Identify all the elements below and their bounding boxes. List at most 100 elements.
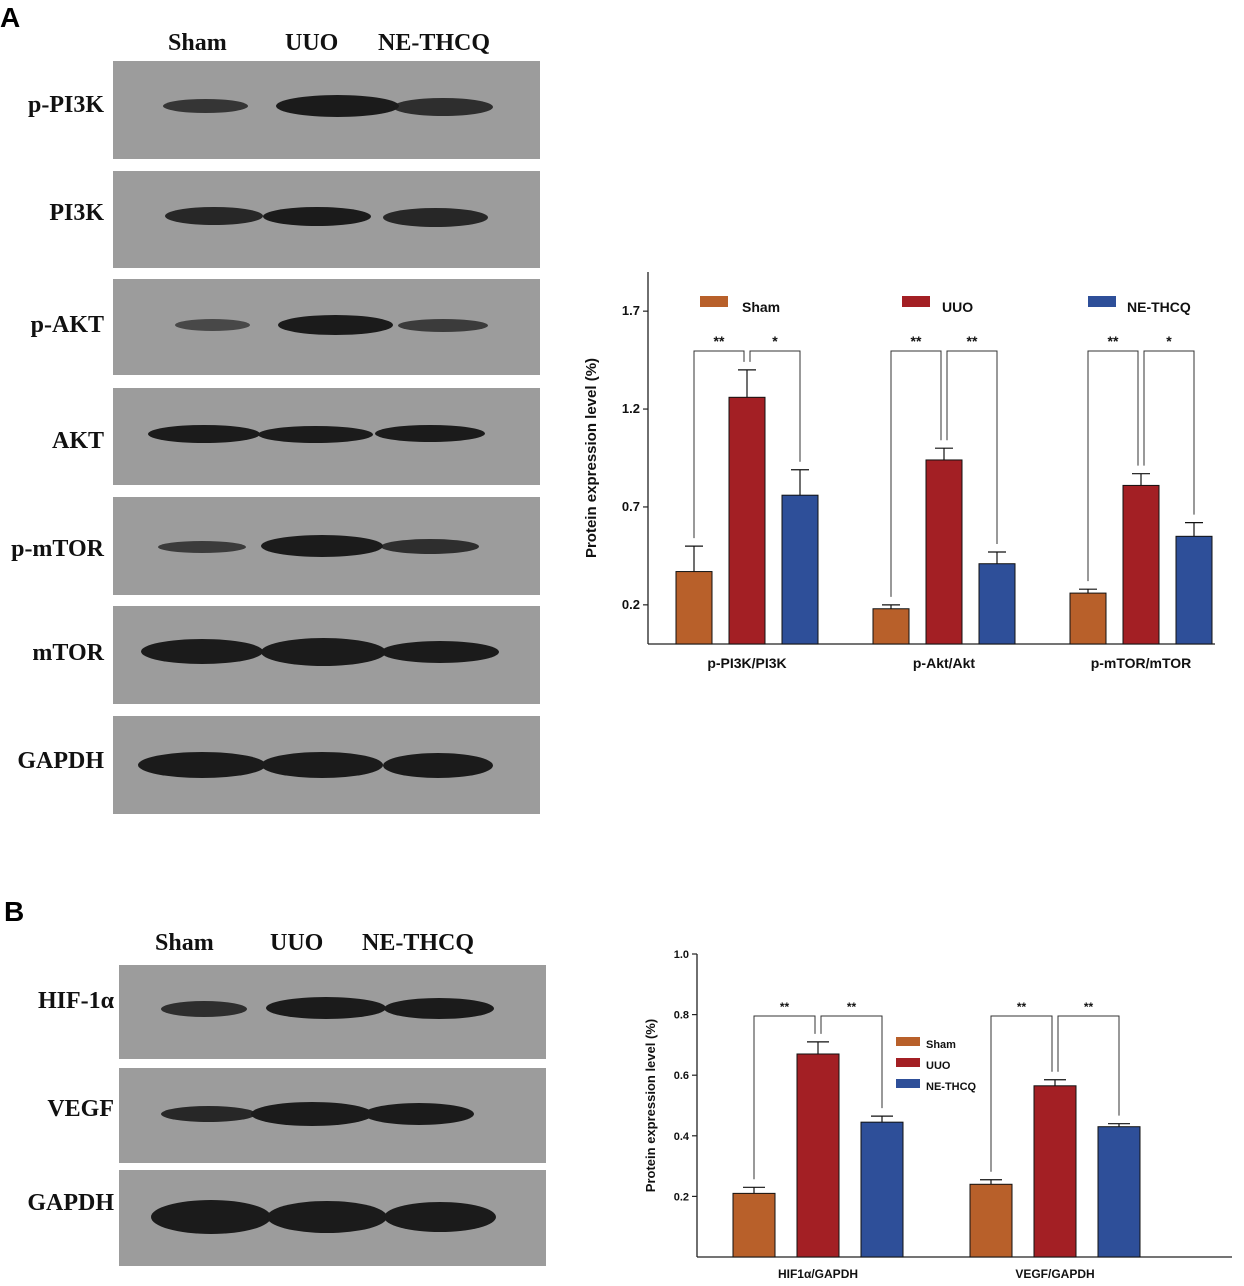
band xyxy=(161,1001,247,1017)
bar-a xyxy=(781,494,819,645)
bar-a xyxy=(728,396,766,645)
legend-label-b: NE-THCQ xyxy=(926,1081,977,1093)
band xyxy=(384,1202,496,1232)
blot-strip-gapdh-b xyxy=(119,1170,546,1266)
band xyxy=(251,1102,373,1126)
y-tick-label-b: 1.0 xyxy=(674,949,689,961)
band xyxy=(148,425,260,443)
band xyxy=(383,208,488,227)
band xyxy=(263,207,371,226)
band xyxy=(261,535,383,557)
x-category-label-a: p-PI3K/PI3K xyxy=(707,655,786,671)
band xyxy=(141,639,263,664)
lane-label-ne-thcq-b: NE-THCQ xyxy=(362,930,475,956)
blot-strip-akt xyxy=(113,388,540,485)
bar-b xyxy=(860,1121,904,1258)
blot-strip-mtor xyxy=(113,606,540,704)
band xyxy=(278,315,393,335)
legend-label-a: NE-THCQ xyxy=(1127,299,1191,315)
x-category-label-a: p-Akt/Akt xyxy=(913,655,976,671)
y-axis-label-b: Protein expression level (%) xyxy=(643,1019,658,1192)
legend-label-b: Sham xyxy=(926,1039,956,1051)
legend-swatch-a xyxy=(902,296,930,307)
legend-swatch-b xyxy=(896,1058,920,1067)
band xyxy=(151,1200,271,1234)
band xyxy=(276,95,399,117)
significance-label-a: * xyxy=(1166,333,1172,349)
blot-label-p-pi3k: p-PI3K xyxy=(27,92,104,118)
bar-a xyxy=(1122,484,1160,645)
bar-b xyxy=(1033,1085,1077,1258)
blot-label-akt: AKT xyxy=(51,428,104,454)
significance-bracket-a xyxy=(890,350,942,597)
significance-label-b: ** xyxy=(1017,1000,1027,1014)
significance-label-a: ** xyxy=(1108,333,1119,349)
panel-letter-a: A xyxy=(0,2,21,33)
significance-label-a: ** xyxy=(911,333,922,349)
significance-bracket-a xyxy=(693,350,745,539)
blot-label-p-mtor: p-mTOR xyxy=(11,536,104,562)
band xyxy=(163,99,248,113)
x-category-label-b: HIF1α/GAPDH xyxy=(778,1267,858,1281)
legend-label-a: UUO xyxy=(942,299,973,315)
significance-bracket-b xyxy=(820,1015,883,1109)
lane-label-uuo-b: UUO xyxy=(270,930,324,956)
band xyxy=(384,998,494,1019)
lane-label-sham: Sham xyxy=(168,30,227,56)
blot-strip-hif1a xyxy=(119,965,546,1059)
bar-a xyxy=(1175,535,1213,645)
legend-swatch-a xyxy=(1088,296,1116,307)
band xyxy=(375,425,485,442)
significance-label-b: ** xyxy=(847,1000,857,1014)
blot-strip-vegf xyxy=(119,1068,546,1163)
band xyxy=(266,997,386,1019)
lane-label-sham-b: Sham xyxy=(155,930,214,956)
lane-label-ne-thcq: NE-THCQ xyxy=(378,30,491,56)
y-tick-label-b: 0.6 xyxy=(674,1070,689,1082)
band xyxy=(165,207,263,225)
bar-b xyxy=(796,1053,840,1258)
significance-label-b: ** xyxy=(1084,1000,1094,1014)
blot-label-vegf: VEGF xyxy=(47,1096,114,1122)
blot-strip-p-mtor xyxy=(113,497,540,595)
blot-label-mtor: mTOR xyxy=(32,640,104,666)
y-tick-label-a: 0.2 xyxy=(622,597,640,612)
blot-strip-gapdh-a xyxy=(113,716,540,814)
significance-bracket-b xyxy=(1057,1015,1120,1116)
band xyxy=(261,638,386,666)
bar-a xyxy=(925,459,963,645)
blot-strip-p-akt xyxy=(113,279,540,375)
band xyxy=(161,1106,256,1122)
band xyxy=(138,752,266,778)
significance-label-a: ** xyxy=(967,333,978,349)
panel-letter-b: B xyxy=(4,896,25,927)
bar-b xyxy=(969,1183,1013,1258)
band xyxy=(381,641,499,663)
bar-a xyxy=(872,608,910,645)
lane-label-uuo: UUO xyxy=(285,30,339,56)
significance-bracket-a xyxy=(946,350,998,544)
band xyxy=(258,426,373,443)
bar-a xyxy=(1069,592,1107,645)
significance-bracket-b xyxy=(990,1015,1053,1172)
blot-strip-pi3k xyxy=(113,171,540,268)
legend-swatch-a xyxy=(700,296,728,307)
significance-bracket-a xyxy=(1087,350,1139,582)
band xyxy=(383,753,493,778)
band xyxy=(364,1103,474,1125)
blot-strip-p-pi3k xyxy=(113,61,540,159)
blot-label-gapdh-a: GAPDH xyxy=(17,748,104,774)
band xyxy=(261,752,383,778)
significance-label-a: * xyxy=(772,333,778,349)
y-tick-label-a: 0.7 xyxy=(622,499,640,514)
band xyxy=(381,539,479,554)
blot-label-hif1a: HIF-1α xyxy=(37,988,114,1014)
y-tick-label-b: 0.8 xyxy=(674,1010,689,1022)
significance-bracket-a xyxy=(749,350,801,462)
y-tick-label-b: 0.4 xyxy=(674,1131,690,1143)
band xyxy=(175,319,250,331)
significance-label-b: ** xyxy=(780,1000,790,1014)
significance-bracket-a xyxy=(1143,350,1195,515)
band xyxy=(158,541,246,553)
